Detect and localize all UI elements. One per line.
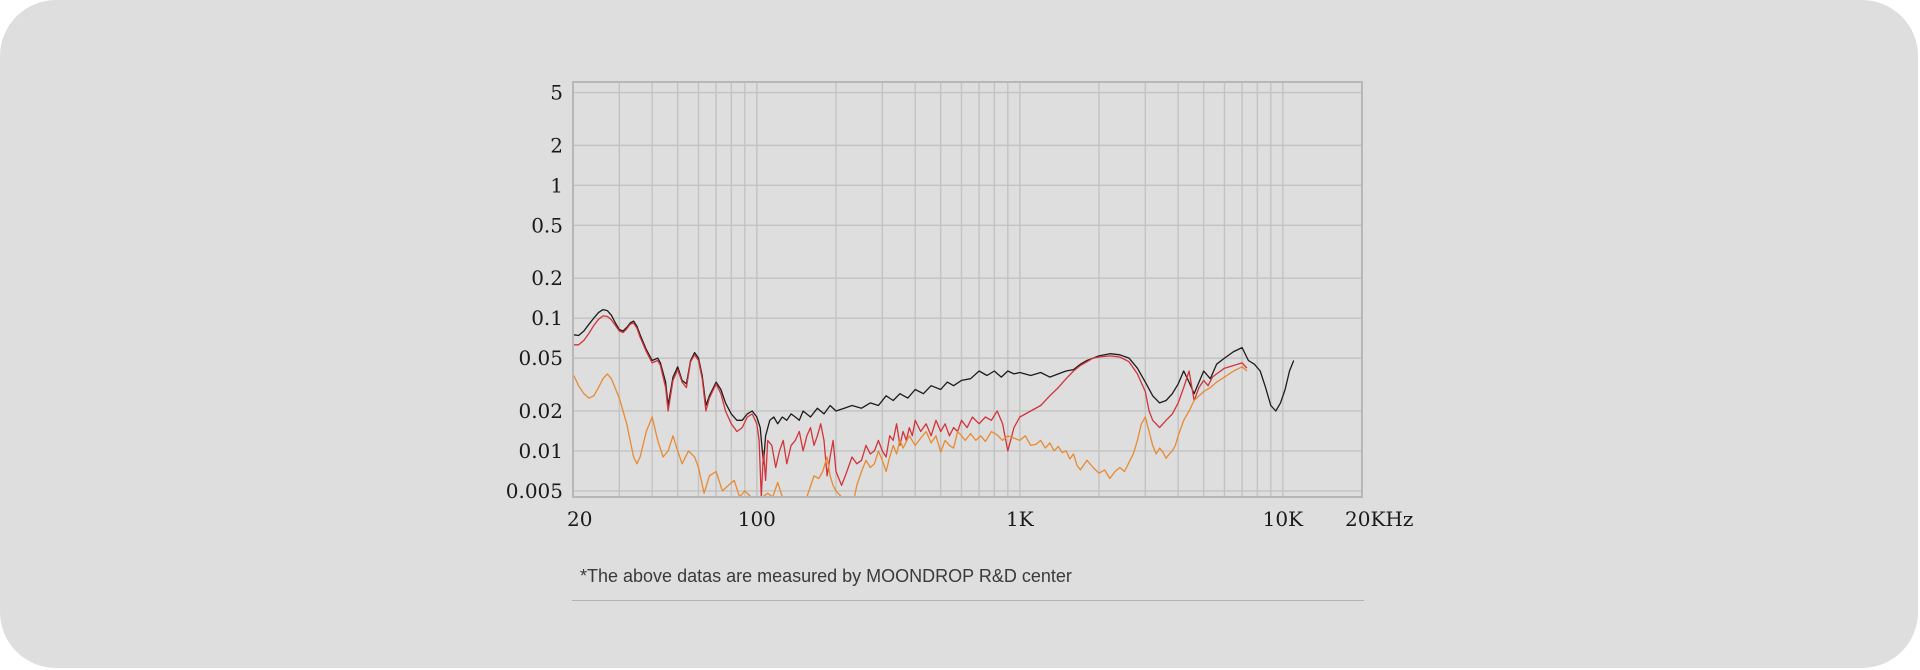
x-tick-label: 1K <box>1006 507 1035 531</box>
plot-frame <box>572 81 1363 498</box>
series-lines <box>572 308 1295 498</box>
y-tick-label: 0.01 <box>518 439 563 463</box>
y-axis-ticks: 5 2 1 0.5 0.2 0.1 0.05 0.02 0.01 0.005 <box>506 81 563 503</box>
x-tick-label: 20 <box>567 507 592 531</box>
y-tick-label: 0.005 <box>506 479 563 503</box>
footnote-divider <box>572 600 1364 601</box>
y-tick-label: 0.02 <box>518 399 563 423</box>
series-line-orange <box>572 366 1248 498</box>
x-tick-label: 20KHz <box>1345 507 1413 531</box>
series-line-black <box>572 308 1295 465</box>
y-tick-label: 5 <box>550 81 563 105</box>
x-tick-label: 10K <box>1263 507 1304 531</box>
y-tick-label: 0.05 <box>518 346 563 370</box>
y-tick-label: 0.2 <box>531 266 563 290</box>
series-line-red <box>573 315 1248 498</box>
y-tick-label: 2 <box>550 133 563 157</box>
x-tick-label: 100 <box>738 507 776 531</box>
grid <box>572 82 1363 497</box>
y-tick-label: 0.5 <box>531 213 563 237</box>
y-tick-label: 1 <box>550 173 563 197</box>
x-axis-ticks: 20 100 1K 10K 20KHz <box>567 507 1413 531</box>
y-tick-label: 0.1 <box>531 306 563 330</box>
measurement-footnote: *The above datas are measured by MOONDRO… <box>580 566 1072 586</box>
